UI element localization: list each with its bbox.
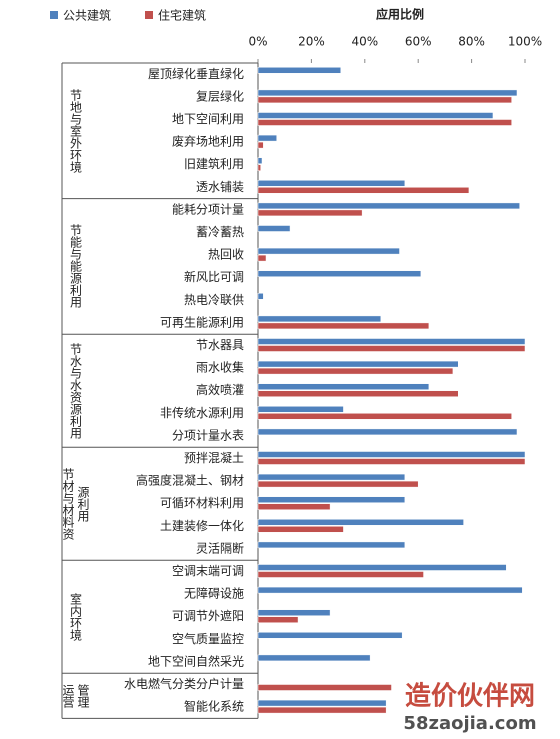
bar	[257, 390, 459, 397]
bar	[257, 187, 470, 194]
category-label: 热回收	[208, 248, 244, 262]
bar	[257, 360, 459, 368]
bar	[257, 503, 331, 510]
category-label: 灵活隔断	[196, 540, 244, 555]
group-label: 节水与水资源利用	[68, 342, 83, 439]
bar	[257, 383, 430, 390]
bar	[257, 119, 512, 126]
category-label: 旧建筑利用	[184, 156, 244, 171]
bar	[257, 473, 406, 481]
bar	[257, 322, 430, 330]
group-label: 室内环境	[68, 592, 83, 641]
category-label: 废弃场地利用	[172, 134, 244, 149]
category-label: 新风比可调	[184, 269, 244, 284]
bar	[257, 293, 264, 300]
bar	[257, 134, 277, 142]
bar	[257, 345, 526, 352]
bar	[257, 541, 406, 549]
bar	[257, 699, 387, 707]
category-label: 空气质量监控	[172, 631, 244, 646]
bar	[257, 496, 406, 503]
bar	[257, 112, 494, 119]
bar	[257, 270, 422, 277]
bar	[257, 609, 331, 616]
axis-title: 应用比例	[376, 7, 424, 22]
bar	[257, 225, 291, 232]
category-label: 预拌混凝土	[184, 450, 244, 465]
bar	[257, 141, 264, 149]
bar	[257, 202, 520, 210]
category-label: 节水器具	[196, 338, 244, 352]
legend-swatch	[50, 11, 58, 19]
bar	[257, 654, 371, 662]
legend-swatch	[145, 11, 153, 19]
group-label: 节材与材料资源利用	[61, 467, 90, 540]
bar	[257, 209, 363, 217]
bar	[257, 164, 261, 171]
bar	[257, 519, 464, 526]
category-label: 屋顶绿化垂直绿化	[148, 66, 244, 81]
group-label: 节能与能源利用	[68, 224, 83, 309]
bar	[257, 684, 392, 691]
bar	[257, 632, 403, 639]
bar	[257, 96, 512, 104]
category-label: 蓄冷蓄热	[196, 225, 244, 239]
bar	[257, 67, 342, 74]
watermark-name: 造价伙伴网	[405, 682, 535, 712]
x-tick-label: 80%	[458, 35, 485, 49]
bar	[257, 616, 299, 623]
bar	[257, 180, 406, 187]
category-label: 非传统水源利用	[160, 405, 244, 420]
category-label: 复层绿化	[196, 88, 244, 103]
bar	[257, 428, 518, 436]
bar	[257, 586, 523, 594]
category-label: 可循环材料利用	[160, 496, 244, 510]
bar	[257, 247, 400, 255]
x-tick-label: 0%	[248, 35, 267, 49]
category-label: 能耗分项计量	[172, 202, 244, 216]
bar	[257, 451, 526, 458]
watermark-url: 58zaojia.com	[403, 713, 536, 734]
category-label: 地下空间自然采光	[148, 653, 244, 668]
bar	[257, 564, 507, 571]
bar	[257, 406, 344, 413]
category-label: 高强度混凝土、钢材	[136, 473, 244, 488]
category-label: 智能化系统	[184, 699, 244, 714]
x-tick-label: 60%	[405, 35, 432, 49]
category-label: 雨水收集	[196, 360, 244, 375]
bar	[257, 571, 424, 578]
bar	[257, 367, 454, 375]
bar	[257, 526, 344, 533]
bar	[257, 706, 387, 714]
bar	[257, 315, 382, 323]
category-label: 高效喷灌	[196, 382, 244, 397]
bar	[257, 480, 419, 488]
bar	[257, 157, 263, 164]
x-tick-label: 20%	[298, 35, 325, 49]
category-label: 土建装修一体化	[160, 518, 244, 533]
x-tick-label: 100%	[508, 35, 542, 49]
x-tick-label: 40%	[351, 35, 378, 49]
category-label: 空调末端可调	[172, 564, 244, 578]
category-label: 热电冷联供	[184, 293, 244, 307]
category-label: 地下空间利用	[172, 112, 244, 126]
bar	[257, 458, 526, 465]
bar	[257, 254, 267, 262]
category-label: 水电燃气分类分户计量	[124, 676, 244, 691]
bar	[257, 89, 518, 97]
group-label: 节地与室外环境	[68, 88, 83, 173]
category-label: 可再生能源利用	[160, 315, 244, 329]
bar	[257, 413, 512, 420]
legend-label: 住宅建筑	[158, 8, 206, 23]
group-label: 运营管理	[61, 683, 90, 708]
category-label: 分项计量水表	[172, 428, 244, 442]
legend-label: 公共建筑	[63, 8, 111, 23]
category-label: 无障碍设施	[184, 586, 244, 601]
bar	[257, 338, 526, 345]
category-label: 可调节外遮阳	[172, 608, 244, 623]
category-label: 透水铺装	[196, 180, 244, 194]
